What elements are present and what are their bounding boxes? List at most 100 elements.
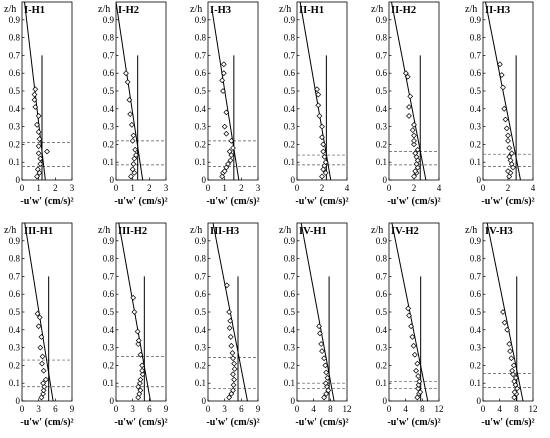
data-point <box>123 70 129 77</box>
data-point <box>504 326 511 333</box>
x-tick-label: 8 <box>328 404 333 414</box>
y-tick-label: 0.1 <box>9 378 20 388</box>
data-point <box>135 394 142 401</box>
data-point <box>316 323 322 330</box>
data-point <box>411 173 417 180</box>
y-tick-label: 0.4 <box>376 104 388 114</box>
y-tick-label: 0.5 <box>195 86 207 96</box>
chart-panel: III-H3 z/h 0 0.1 0.2 0.3 0.4 0.5 0.6 0.7 0.8 0.9 0 3 6… <box>190 222 261 428</box>
panel-title: I-H3 <box>210 5 231 16</box>
chart-panel: II-H1 z/h 0 0.1 0.2 0.3 0.4 0.5 0.6 0.7 0.8 0.9 0 2 4 -… <box>279 1 350 207</box>
data-point <box>315 91 322 98</box>
data-point <box>511 394 518 401</box>
data-point <box>124 79 131 85</box>
y-tick-label: 0.6 <box>470 289 482 299</box>
panel-title: I-H1 <box>24 5 45 16</box>
y-tick-label: 0.3 <box>470 343 482 353</box>
data-point <box>40 390 47 397</box>
y-tick-label: 0.8 <box>376 33 388 43</box>
y-tick-label: 0.7 <box>9 271 21 281</box>
data-point <box>513 374 519 381</box>
data-point <box>501 319 508 326</box>
data-point <box>404 73 411 80</box>
x-tick-label: 0 <box>114 404 119 414</box>
x-axis-title: -u'w' (cm/s)² <box>114 417 167 428</box>
y-tick-label: 0.8 <box>9 33 21 43</box>
y-axis-title: z/h <box>190 4 202 15</box>
y-tick-label: 0.1 <box>376 378 387 388</box>
x-tick-label: 0 <box>20 404 25 414</box>
data-point <box>411 121 417 128</box>
chart-panel: IV-H2 z/h 0 0.1 0.2 0.3 0.4 0.5 0.6 0.7 0.8 0.9 0 4 8 1… <box>371 222 444 428</box>
y-tick-label: 0.7 <box>284 271 296 281</box>
data-point <box>36 136 43 142</box>
y-tick-label: 0.4 <box>103 104 115 114</box>
y-tick-label: 0 <box>202 175 207 185</box>
y-tick-label: 0.8 <box>376 254 388 264</box>
y-tick-label: 0.3 <box>103 122 115 132</box>
y-tick-label: 0.9 <box>470 236 482 246</box>
y-tick-label: 0.3 <box>9 122 21 132</box>
data-point <box>414 157 421 164</box>
y-axis-title: z/h <box>4 4 16 15</box>
y-tick-label: 0.9 <box>376 236 388 246</box>
data-point <box>135 341 142 347</box>
x-tick-label: 2 <box>320 183 325 193</box>
y-tick-label: 0.3 <box>470 122 482 132</box>
x-tick-label: 6 <box>147 404 152 414</box>
data-point <box>129 166 136 173</box>
x-tick-label: 2 <box>506 183 511 193</box>
y-tick-label: 0.5 <box>470 307 482 317</box>
data-point <box>127 111 134 118</box>
data-point <box>505 168 511 174</box>
data-point <box>42 376 49 383</box>
data-point <box>137 351 144 358</box>
x-tick-label: 12 <box>529 404 538 414</box>
data-point <box>37 161 44 167</box>
y-tick-label: 0.4 <box>195 104 207 114</box>
data-point <box>226 148 233 155</box>
y-tick-label: 0.2 <box>195 360 206 370</box>
data-point <box>230 371 236 378</box>
data-point <box>325 387 332 394</box>
data-point <box>223 130 230 137</box>
fit-line <box>24 223 54 401</box>
y-tick-label: 0.3 <box>376 122 388 132</box>
y-tick-label: 0 <box>110 175 115 185</box>
data-point <box>318 341 325 347</box>
y-tick-label: 0.1 <box>284 378 295 388</box>
data-point <box>322 362 329 369</box>
chart-panel: III-H1 z/h 0 0.1 0.2 0.3 0.4 0.5 0.6 0.7 0.8 0.9 0 3 6… <box>4 222 75 428</box>
y-tick-label: 0.8 <box>284 254 296 264</box>
y-tick-label: 0.1 <box>9 157 20 167</box>
panel-title: II-H1 <box>299 5 324 16</box>
data-point <box>32 104 39 110</box>
y-tick-label: 0.6 <box>103 68 115 78</box>
data-point <box>316 113 323 119</box>
data-point <box>136 380 143 387</box>
data-point <box>501 105 508 112</box>
y-tick-label: 0.7 <box>470 271 482 281</box>
y-axis-title: z/h <box>279 225 291 236</box>
y-tick-label: 0.1 <box>376 157 387 167</box>
y-tick-label: 0.5 <box>284 307 296 317</box>
y-tick-label: 0.5 <box>103 86 115 96</box>
y-tick-label: 0.7 <box>376 50 388 60</box>
chart-panel: II-H3 z/h 0 0.1 0.2 0.3 0.4 0.5 0.6 0.7 0.8 0.9 0 2 4 -… <box>465 1 536 207</box>
y-tick-label: 0.4 <box>470 325 482 335</box>
data-point <box>139 362 146 369</box>
y-tick-label: 0.8 <box>103 254 115 264</box>
y-tick-label: 0.7 <box>9 50 21 60</box>
data-point <box>502 116 509 123</box>
y-tick-label: 0.9 <box>195 236 207 246</box>
y-tick-label: 0.7 <box>470 50 482 60</box>
y-tick-label: 0.5 <box>9 86 21 96</box>
y-axis-title: z/h <box>465 4 477 15</box>
data-point <box>135 337 142 344</box>
data-point <box>128 121 135 128</box>
data-point <box>231 376 238 383</box>
y-tick-label: 0.6 <box>470 68 482 78</box>
y-tick-label: 0 <box>16 396 21 406</box>
data-point <box>38 334 45 340</box>
